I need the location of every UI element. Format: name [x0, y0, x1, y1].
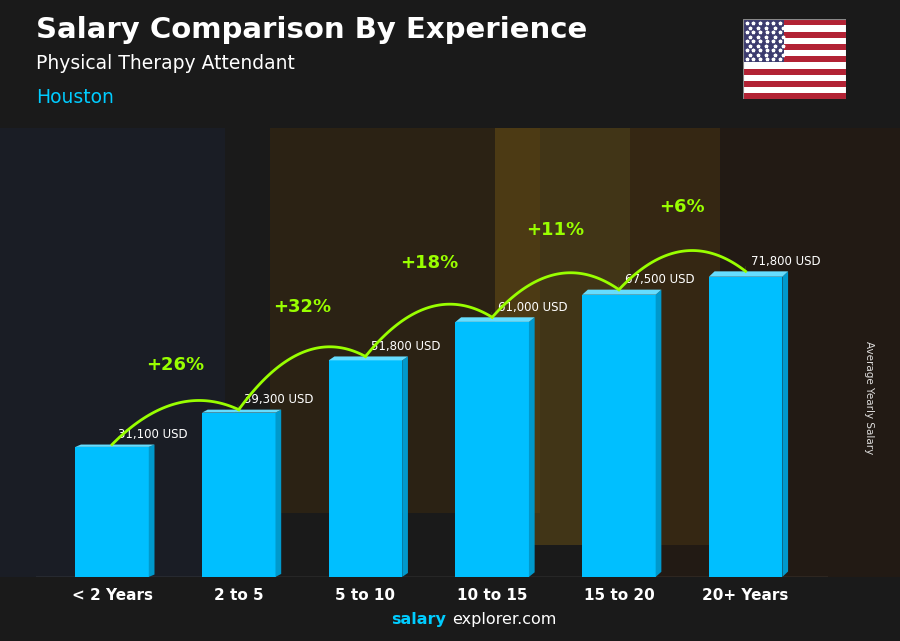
Bar	[742, 44, 846, 50]
Text: +26%: +26%	[147, 356, 204, 374]
Bar	[742, 19, 784, 62]
Polygon shape	[202, 410, 281, 413]
Text: 39,300 USD: 39,300 USD	[245, 394, 314, 406]
Bar	[742, 87, 846, 93]
Bar	[270, 128, 540, 513]
Polygon shape	[782, 271, 788, 577]
Text: +11%: +11%	[526, 221, 585, 239]
Bar	[76, 447, 148, 577]
Bar	[495, 128, 720, 545]
Bar	[709, 277, 782, 577]
Text: 71,800 USD: 71,800 USD	[752, 255, 821, 268]
Bar	[582, 295, 656, 577]
Polygon shape	[328, 356, 408, 360]
Text: 61,000 USD: 61,000 USD	[498, 301, 568, 314]
Bar	[742, 75, 846, 81]
Text: salary: salary	[392, 612, 446, 627]
Bar	[630, 128, 900, 577]
Bar	[328, 360, 402, 577]
Bar	[742, 62, 846, 69]
Polygon shape	[148, 445, 155, 577]
Polygon shape	[455, 317, 535, 322]
Bar	[742, 93, 846, 99]
Text: +32%: +32%	[273, 298, 331, 316]
Polygon shape	[402, 356, 408, 577]
Bar	[742, 26, 846, 31]
Polygon shape	[76, 445, 155, 447]
Polygon shape	[582, 290, 662, 295]
Text: Physical Therapy Attendant: Physical Therapy Attendant	[36, 54, 295, 74]
Bar	[742, 38, 846, 44]
Bar	[0, 128, 225, 577]
Bar	[742, 56, 846, 62]
Bar	[742, 69, 846, 75]
Bar	[742, 50, 846, 56]
Text: explorer.com: explorer.com	[452, 612, 556, 627]
Text: Average Yearly Salary: Average Yearly Salary	[863, 341, 874, 454]
Bar	[742, 81, 846, 87]
Bar	[455, 322, 529, 577]
Text: 67,500 USD: 67,500 USD	[625, 273, 694, 287]
Bar	[202, 413, 275, 577]
Polygon shape	[656, 290, 662, 577]
Bar	[742, 19, 846, 26]
Text: +18%: +18%	[400, 254, 458, 272]
Polygon shape	[275, 410, 281, 577]
Text: +6%: +6%	[660, 197, 705, 216]
Text: 51,800 USD: 51,800 USD	[371, 340, 441, 353]
Polygon shape	[709, 271, 788, 277]
Bar	[742, 31, 846, 38]
Text: 31,100 USD: 31,100 USD	[118, 428, 187, 441]
Text: Houston: Houston	[36, 88, 114, 108]
Polygon shape	[529, 317, 535, 577]
Text: Salary Comparison By Experience: Salary Comparison By Experience	[36, 16, 587, 44]
